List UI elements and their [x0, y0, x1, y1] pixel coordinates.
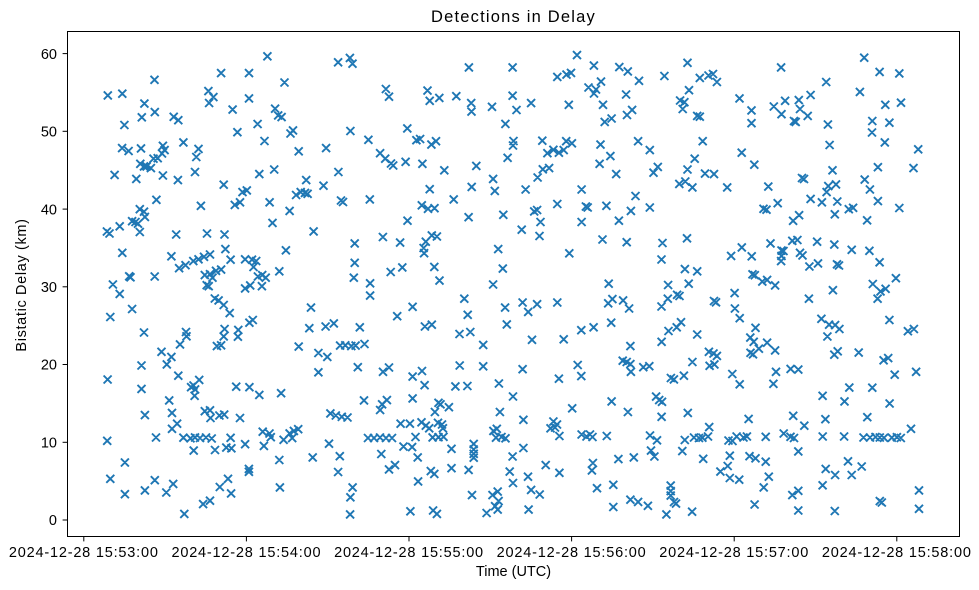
svg-text:Bistatic Delay (km): Bistatic Delay (km) — [14, 218, 30, 351]
svg-text:30: 30 — [41, 280, 57, 296]
svg-text:60: 60 — [41, 47, 57, 63]
svg-text:Detections in Delay: Detections in Delay — [431, 8, 596, 26]
svg-text:2024-12-28 15:54:00: 2024-12-28 15:54:00 — [171, 545, 321, 561]
svg-text:2024-12-28 15:57:00: 2024-12-28 15:57:00 — [659, 545, 809, 561]
svg-text:2024-12-28 15:58:00: 2024-12-28 15:58:00 — [822, 545, 972, 561]
svg-text:2024-12-28 15:53:00: 2024-12-28 15:53:00 — [9, 545, 159, 561]
svg-text:0: 0 — [49, 513, 57, 529]
svg-text:2024-12-28 15:56:00: 2024-12-28 15:56:00 — [497, 545, 647, 561]
svg-text:2024-12-28 15:55:00: 2024-12-28 15:55:00 — [334, 545, 484, 561]
svg-text:20: 20 — [41, 358, 57, 374]
svg-text:40: 40 — [41, 202, 57, 218]
svg-text:10: 10 — [41, 436, 57, 452]
svg-text:50: 50 — [41, 125, 57, 141]
svg-text:Time (UTC): Time (UTC) — [476, 564, 551, 580]
